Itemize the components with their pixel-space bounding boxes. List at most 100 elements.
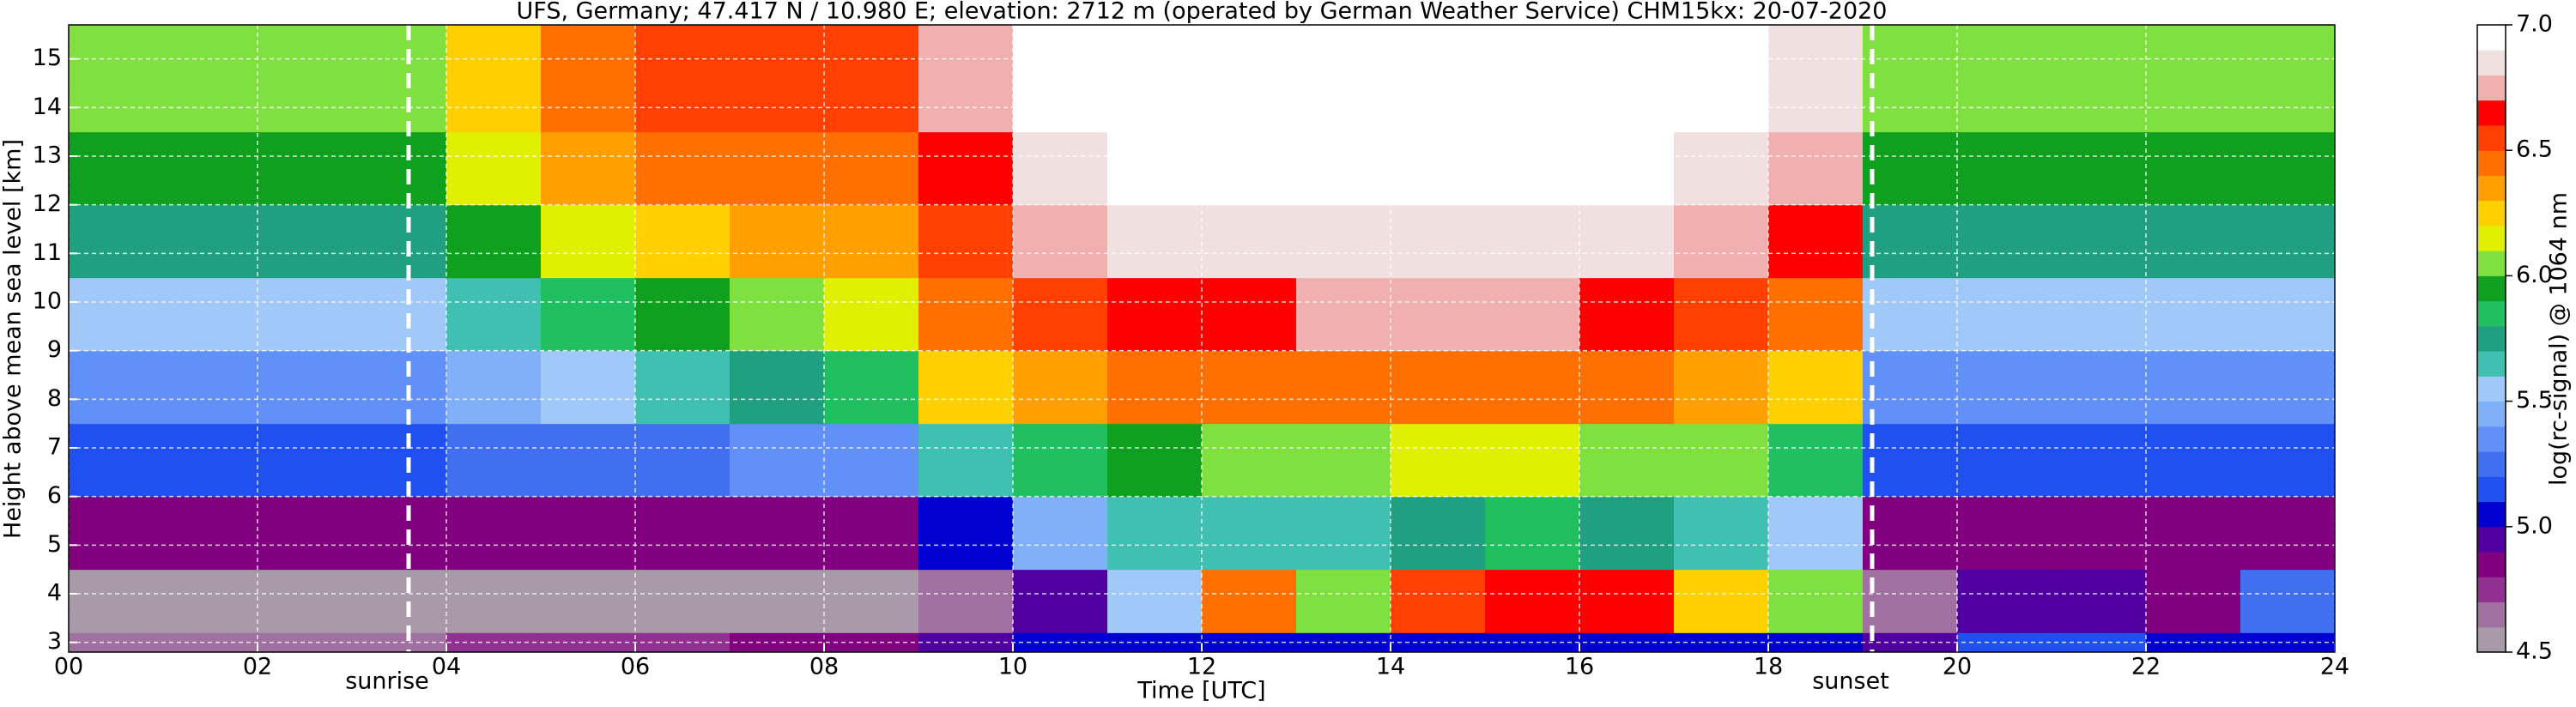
- x-axis-label: Time [UTC]: [1136, 678, 1265, 704]
- heatmap-cell: [1863, 204, 1958, 279]
- heatmap-cell: [446, 131, 542, 206]
- heatmap-cell: [730, 131, 825, 206]
- y-tick-label: 10: [33, 288, 62, 315]
- heatmap-cell: [541, 569, 636, 633]
- heatmap-cell: [1768, 350, 1864, 425]
- heatmap-cell: [2240, 131, 2336, 206]
- heatmap-cell: [352, 632, 447, 653]
- heatmap-cell: [258, 496, 353, 571]
- heatmap-cell: [1674, 277, 1769, 352]
- heatmap-cell: [824, 423, 919, 498]
- heatmap-cell: [2052, 632, 2147, 653]
- colorbar-swatch: [2477, 25, 2506, 51]
- y-tick-label: 13: [33, 142, 62, 169]
- heatmap-cell: [918, 569, 1014, 633]
- heatmap-cell: [1391, 277, 1486, 352]
- heatmap-cell: [1296, 204, 1391, 279]
- heatmap-cell: [730, 496, 825, 571]
- heatmap-cell: [1202, 204, 1297, 279]
- colorbar-swatch: [2477, 75, 2506, 101]
- heatmap-cell: [918, 131, 1014, 206]
- heatmap-cell: [2146, 25, 2241, 133]
- heatmap-cell: [1674, 350, 1769, 425]
- heatmap-cell: [258, 423, 353, 498]
- heatmap-cell: [730, 632, 825, 653]
- heatmap-cell: [2240, 423, 2336, 498]
- colorbar-swatch: [2477, 325, 2506, 352]
- heatmap-cell: [1579, 632, 1675, 653]
- heatmap-cell: [69, 423, 164, 498]
- heatmap-cell: [824, 350, 919, 425]
- colorbar-swatch: [2477, 376, 2506, 402]
- heatmap-cell: [258, 25, 353, 133]
- heatmap-cell: [2146, 423, 2241, 498]
- heatmap-cell: [1579, 423, 1675, 498]
- chart-title: UFS, Germany; 47.417 N / 10.980 E; eleva…: [517, 0, 1888, 25]
- heatmap-cell: [1202, 632, 1297, 653]
- colorbar-tick-label: 6.0: [2516, 262, 2553, 288]
- heatmap-cell: [1013, 25, 1108, 133]
- heatmap-cell: [1391, 350, 1486, 425]
- heatmap-cell: [1296, 423, 1391, 498]
- x-tick-label: 22: [2131, 654, 2161, 680]
- heatmap-cell: [1107, 423, 1203, 498]
- heatmap-cell: [1391, 131, 1486, 206]
- heatmap-cell: [352, 569, 447, 633]
- heatmap-cell: [635, 569, 730, 633]
- heatmap-cell: [2240, 569, 2336, 633]
- heatmap-cell: [163, 25, 258, 133]
- heatmap-cell: [2052, 25, 2147, 133]
- heatmap-cell: [1579, 25, 1675, 133]
- heatmap-cell: [2146, 350, 2241, 425]
- heatmap-cell: [1296, 569, 1391, 633]
- heatmap-cell: [446, 277, 542, 352]
- colorbar-swatch: [2477, 351, 2506, 377]
- colorbar-swatch: [2477, 451, 2506, 477]
- heatmap-cell: [1674, 204, 1769, 279]
- heatmap-cell: [730, 204, 825, 279]
- heatmap-cell: [541, 496, 636, 571]
- heatmap-cell: [1202, 496, 1297, 571]
- heatmap-cell: [1863, 350, 1958, 425]
- heatmap-cell: [824, 277, 919, 352]
- heatmap-cell: [1579, 204, 1675, 279]
- colorbar-swatch: [2477, 50, 2506, 76]
- heatmap-cell: [1391, 204, 1486, 279]
- heatmap-cell: [1296, 350, 1391, 425]
- heatmap-cell: [1391, 496, 1486, 571]
- heatmap-cell: [2146, 569, 2241, 633]
- heatmap-cell: [1485, 131, 1580, 206]
- heatmap-cell: [918, 423, 1014, 498]
- y-tick-label: 5: [47, 531, 62, 558]
- heatmap-cell: [69, 25, 164, 133]
- heatmap-cell: [2240, 204, 2336, 279]
- y-axis-label: Height above mean sea level [km]: [0, 139, 27, 539]
- heatmap-cell: [1013, 350, 1108, 425]
- heatmap-cell: [1957, 350, 2052, 425]
- heatmap-cell: [1107, 632, 1203, 653]
- y-tick-label: 11: [33, 239, 62, 266]
- heatmap-cell: [918, 277, 1014, 352]
- heatmap-cell: [2240, 350, 2336, 425]
- heatmap-cell: [541, 277, 636, 352]
- heatmap-cell: [1485, 569, 1580, 633]
- heatmap-cell: [1107, 25, 1203, 133]
- heatmap-cell: [1579, 277, 1675, 352]
- heatmap-cell: [258, 204, 353, 279]
- heatmap-cell: [1674, 25, 1769, 133]
- heatmap-cell: [1391, 423, 1486, 498]
- colorbar-frame: [2476, 24, 2506, 653]
- heatmap-cell: [730, 569, 825, 633]
- plot-frame: [68, 24, 2336, 653]
- heatmap-cell: [446, 569, 542, 633]
- x-tick-label: 00: [54, 654, 83, 680]
- heatmap-cell: [69, 350, 164, 425]
- heatmap-cell: [824, 204, 919, 279]
- heatmap-cell: [1107, 204, 1203, 279]
- colorbar-tick-label: 4.5: [2516, 638, 2553, 665]
- heatmap-cell: [446, 25, 542, 133]
- heatmap-cell: [1013, 423, 1108, 498]
- heatmap-cell: [1202, 350, 1297, 425]
- y-tick-label: 8: [47, 385, 62, 412]
